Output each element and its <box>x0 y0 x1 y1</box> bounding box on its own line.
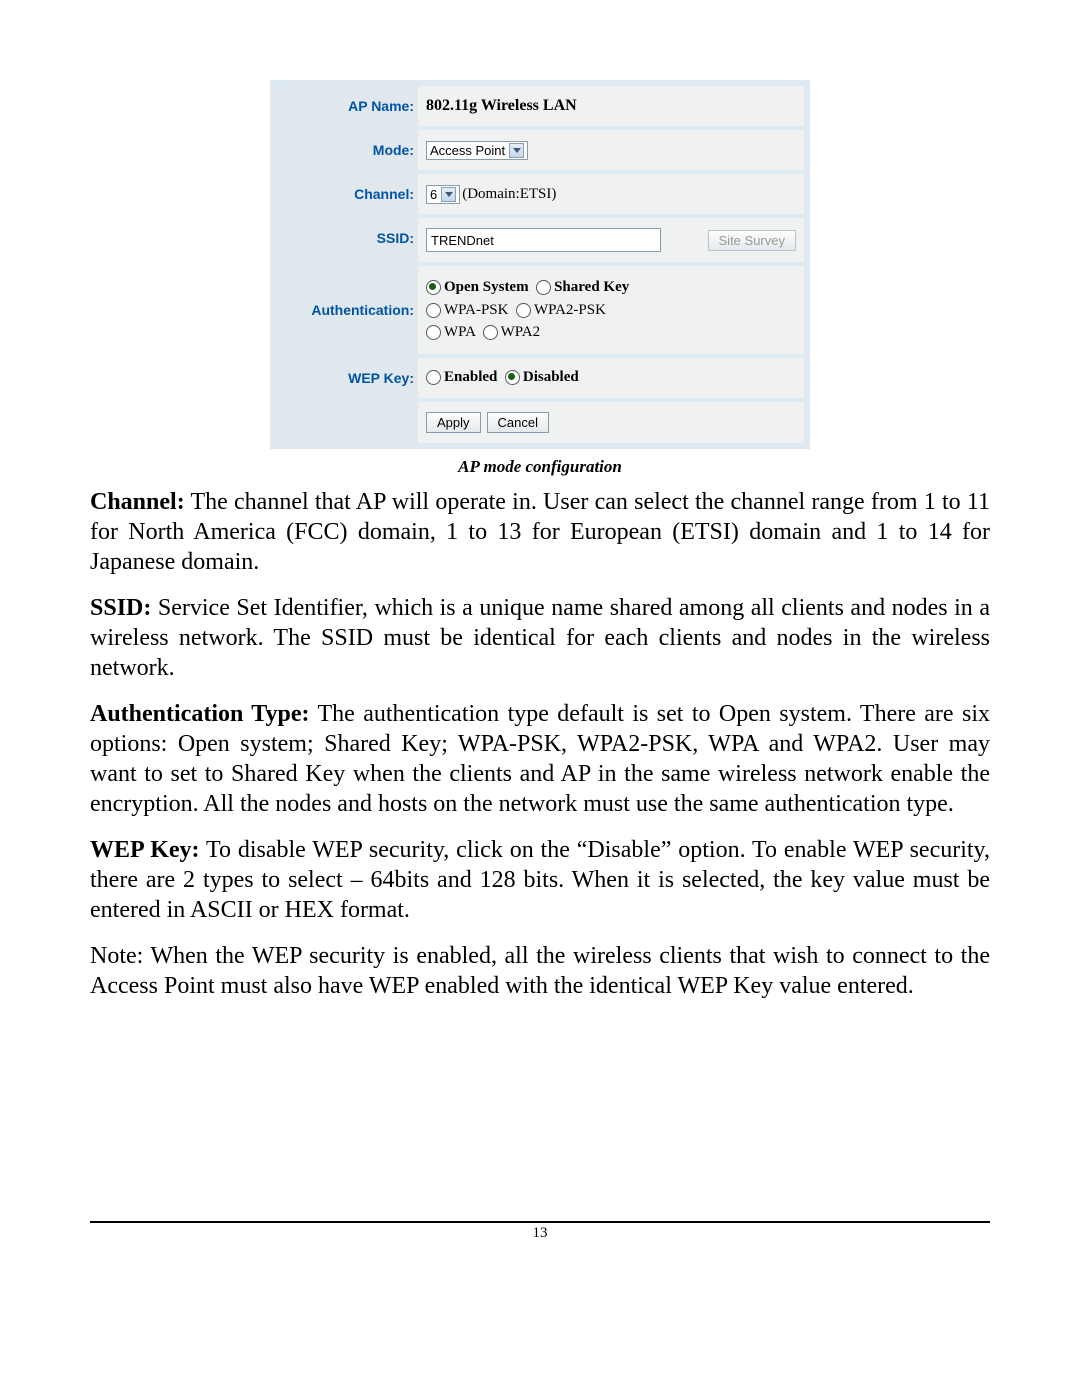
text-ssid: Service Set Identifier, which is a uniqu… <box>90 595 990 681</box>
radio-wpa[interactable] <box>426 325 441 340</box>
radio-shared-key[interactable] <box>536 280 551 295</box>
term-auth: Authentication Type: <box>90 701 310 727</box>
value-ap-name: 802.11g Wireless LAN <box>418 86 804 126</box>
text-wep: To disable WEP security, click on the “D… <box>90 837 990 923</box>
para-ssid: SSID: Service Set Identifier, which is a… <box>90 593 990 683</box>
cancel-button[interactable]: Cancel <box>487 412 549 433</box>
para-wep: WEP Key: To disable WEP security, click … <box>90 835 990 925</box>
text-note: Note: When the WEP security is enabled, … <box>90 943 990 999</box>
row-channel: Channel: 6 (Domain:ETSI) <box>276 174 804 214</box>
label-wep-key: WEP Key: <box>276 358 418 398</box>
value-actions: Apply Cancel <box>418 402 804 443</box>
label-channel: Channel: <box>276 174 418 214</box>
auth-opt-1: Shared Key <box>554 279 629 295</box>
term-ssid: SSID: <box>90 595 151 621</box>
row-actions: Apply Cancel <box>276 402 804 443</box>
channel-domain-text: (Domain:ETSI) <box>462 186 556 203</box>
auth-opt-5: WPA2 <box>501 324 540 340</box>
wep-opt-1: Disabled <box>523 369 579 386</box>
row-ssid: SSID: Site Survey <box>276 218 804 262</box>
value-authentication: Open System Shared Key WPA-PSK WPA2-PSK … <box>418 266 804 354</box>
page: AP Name: 802.11g Wireless LAN Mode: Acce… <box>0 0 1080 1292</box>
mode-select-value: Access Point <box>430 143 505 158</box>
para-channel: Channel: The channel that AP will operat… <box>90 487 990 577</box>
para-note: Note: When the WEP security is enabled, … <box>90 941 990 1001</box>
radio-wep-disabled[interactable] <box>505 370 520 385</box>
chevron-down-icon <box>441 187 456 202</box>
value-mode: Access Point <box>418 130 804 170</box>
auth-opt-0: Open System <box>444 279 529 295</box>
row-wep-key: WEP Key: Enabled Disabled <box>276 358 804 398</box>
term-channel: Channel: <box>90 489 185 515</box>
radio-wpa-psk[interactable] <box>426 303 441 318</box>
label-actions <box>276 402 418 443</box>
ap-name-text: 802.11g Wireless LAN <box>426 97 577 115</box>
label-authentication: Authentication: <box>276 266 418 354</box>
chevron-down-icon <box>509 143 524 158</box>
radio-open-system[interactable] <box>426 280 441 295</box>
wep-opt-0: Enabled <box>444 369 497 386</box>
radio-wpa2[interactable] <box>483 325 498 340</box>
auth-opt-3: WPA2-PSK <box>534 302 606 318</box>
page-number: 13 <box>90 1225 990 1242</box>
row-ap-name: AP Name: 802.11g Wireless LAN <box>276 86 804 126</box>
label-ssid: SSID: <box>276 218 418 262</box>
ssid-input[interactable] <box>426 228 661 252</box>
radio-wep-enabled[interactable] <box>426 370 441 385</box>
label-ap-name: AP Name: <box>276 86 418 126</box>
value-channel: 6 (Domain:ETSI) <box>418 174 804 214</box>
term-wep: WEP Key: <box>90 837 200 863</box>
mode-select[interactable]: Access Point <box>426 141 528 160</box>
config-panel: AP Name: 802.11g Wireless LAN Mode: Acce… <box>270 80 810 449</box>
label-mode: Mode: <box>276 130 418 170</box>
value-ssid: Site Survey <box>418 218 804 262</box>
text-channel: The channel that AP will operate in. Use… <box>90 489 990 575</box>
row-mode: Mode: Access Point <box>276 130 804 170</box>
channel-select[interactable]: 6 <box>426 185 460 204</box>
channel-select-value: 6 <box>430 187 437 202</box>
row-authentication: Authentication: Open System Shared Key W… <box>276 266 804 354</box>
site-survey-button[interactable]: Site Survey <box>708 230 796 251</box>
auth-opt-4: WPA <box>444 324 475 340</box>
footer-rule <box>90 1221 990 1223</box>
para-auth: Authentication Type: The authentication … <box>90 699 990 819</box>
radio-wpa2-psk[interactable] <box>516 303 531 318</box>
auth-opt-2: WPA-PSK <box>444 302 508 318</box>
apply-button[interactable]: Apply <box>426 412 481 433</box>
figure-caption: AP mode configuration <box>90 457 990 477</box>
value-wep-key: Enabled Disabled <box>418 358 804 398</box>
